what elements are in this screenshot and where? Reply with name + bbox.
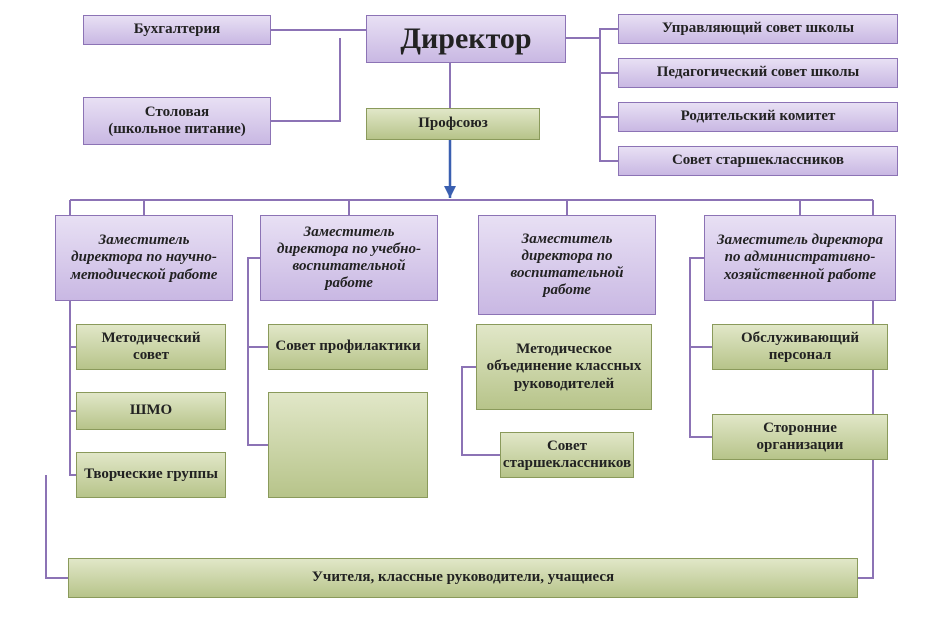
node-council3: Родительский комитет — [618, 102, 898, 132]
node-accounting: Бухгалтерия — [83, 15, 271, 45]
node-dep2: Заместитель директора по учебно-воспитат… — [260, 215, 438, 301]
node-d2a: Совет профилактики — [268, 324, 428, 370]
node-d3b: Совет старшеклассников — [500, 432, 634, 478]
node-council2: Педагогический совет школы — [618, 58, 898, 88]
node-canteen: Столовая(школьное питание) — [83, 97, 271, 145]
node-d1a: Методический совет — [76, 324, 226, 370]
node-d1b: ШМО — [76, 392, 226, 430]
node-d2b — [268, 392, 428, 498]
node-d3a: Методическое объединение классных руково… — [476, 324, 652, 410]
node-d4a: Обслуживающий персонал — [712, 324, 888, 370]
node-dep1: Заместитель директора по научно-методиче… — [55, 215, 233, 301]
node-council4: Совет старшеклассников — [618, 146, 898, 176]
node-union: Профсоюз — [366, 108, 540, 140]
connector-lines — [0, 0, 926, 635]
node-council1: Управляющий совет школы — [618, 14, 898, 44]
node-director: Директор — [366, 15, 566, 63]
node-bottom: Учителя, классные руководители, учащиеся — [68, 558, 858, 598]
node-dep3: Заместитель директора по воспитательной … — [478, 215, 656, 315]
node-d4b: Сторонние организации — [712, 414, 888, 460]
node-dep4: Заместитель директора по административно… — [704, 215, 896, 301]
node-d1c: Творческие группы — [76, 452, 226, 498]
